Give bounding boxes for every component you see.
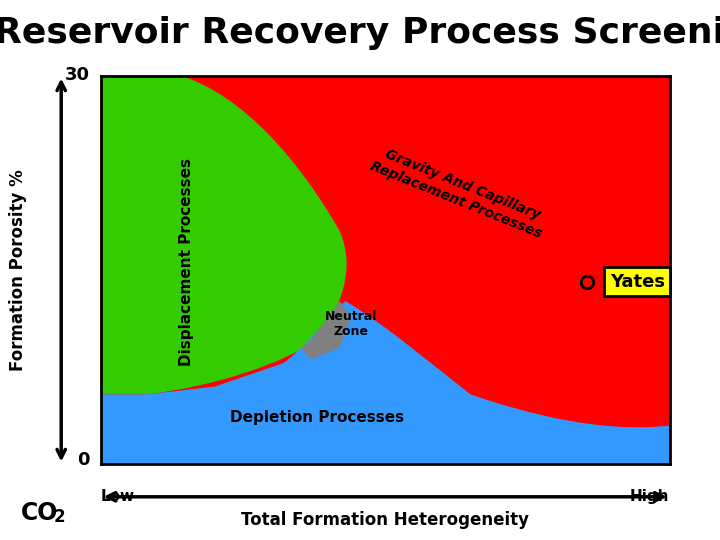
PathPatch shape (101, 301, 670, 464)
Text: Reservoir Recovery Process Screening: Reservoir Recovery Process Screening (0, 16, 720, 50)
Text: 2: 2 (53, 508, 65, 526)
Text: Yates: Yates (610, 273, 665, 291)
Text: 30: 30 (65, 65, 90, 84)
Text: Depletion Processes: Depletion Processes (230, 410, 404, 425)
Polygon shape (300, 301, 351, 360)
Text: Formation Porosity %: Formation Porosity % (9, 169, 27, 371)
Text: Total Formation Heterogeneity: Total Formation Heterogeneity (241, 511, 529, 529)
Text: Low: Low (101, 489, 135, 504)
Text: Gravity And Capillary
Replacement Processes: Gravity And Capillary Replacement Proces… (368, 144, 550, 241)
Text: Neutral
Zone: Neutral Zone (325, 310, 377, 339)
PathPatch shape (101, 76, 346, 394)
Text: Displacement Processes: Displacement Processes (179, 158, 194, 366)
Text: 0: 0 (78, 451, 90, 469)
Text: CO: CO (21, 501, 58, 525)
Text: High: High (630, 489, 670, 504)
